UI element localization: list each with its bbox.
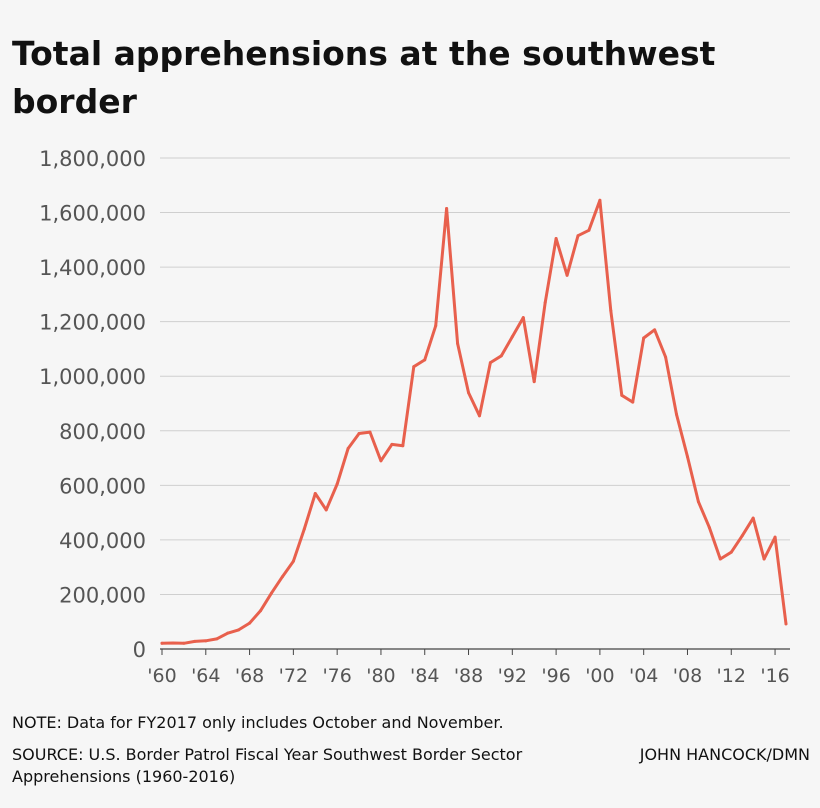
- data-point: [707, 526, 711, 530]
- y-tick-label: 1,800,000: [39, 147, 146, 171]
- data-point: [368, 430, 372, 434]
- data-point: [259, 609, 263, 613]
- data-point: [445, 206, 449, 210]
- y-tick-label: 1,000,000: [39, 365, 146, 389]
- data-point: [335, 482, 339, 486]
- data-point: [434, 324, 438, 328]
- data-point: [291, 559, 295, 563]
- chart-credit: JOHN HANCOCK/DMN: [639, 745, 810, 764]
- data-point: [532, 380, 536, 384]
- data-point: [379, 459, 383, 463]
- data-point: [477, 414, 481, 418]
- data-point: [729, 550, 733, 554]
- data-point: [521, 316, 525, 320]
- data-point: [543, 301, 547, 305]
- x-tick-label: '72: [279, 665, 308, 687]
- y-tick-label: 1,400,000: [39, 256, 146, 280]
- data-point: [554, 236, 558, 240]
- x-tick-label: '80: [366, 665, 395, 687]
- data-point: [171, 641, 175, 645]
- data-point: [718, 557, 722, 561]
- data-point: [751, 516, 755, 520]
- data-point: [598, 198, 602, 202]
- data-point: [269, 591, 273, 595]
- data-point: [653, 328, 657, 332]
- data-point: [576, 234, 580, 238]
- data-point: [160, 641, 164, 645]
- data-point: [696, 500, 700, 504]
- data-point: [215, 637, 219, 641]
- data-point: [237, 628, 241, 632]
- data-point: [762, 557, 766, 561]
- data-point: [302, 527, 306, 531]
- x-tick-label: '00: [585, 665, 614, 687]
- data-point: [510, 335, 514, 339]
- x-tick-label: '04: [629, 665, 658, 687]
- data-point: [631, 400, 635, 404]
- data-point: [248, 621, 252, 625]
- data-point: [226, 631, 230, 635]
- data-point: [620, 393, 624, 397]
- x-tick-label: '96: [541, 665, 570, 687]
- data-point: [488, 361, 492, 365]
- data-point: [456, 341, 460, 345]
- x-tick-label: '76: [322, 665, 351, 687]
- y-tick-label: 1,200,000: [39, 311, 146, 335]
- data-point: [565, 273, 569, 277]
- y-tick-label: 600,000: [59, 474, 146, 498]
- x-tick-label: '60: [147, 665, 176, 687]
- data-point: [685, 455, 689, 459]
- x-tick-label: '84: [410, 665, 439, 687]
- y-tick-label: 800,000: [59, 420, 146, 444]
- line-chart: 0 200,000 400,000 600,000 800,000 1,000,000 1,…: [39, 147, 790, 687]
- data-point: [204, 639, 208, 643]
- data-point: [642, 336, 646, 340]
- y-axis: 0 200,000 400,000 600,000 800,000 1,000,000 1,…: [39, 147, 146, 662]
- grid: [160, 157, 790, 650]
- data-point: [182, 641, 186, 645]
- data-point: [280, 575, 284, 579]
- data-point: [412, 365, 416, 369]
- x-tick-label: '64: [191, 665, 220, 687]
- y-tick-label: 1,600,000: [39, 202, 146, 226]
- x-tick-label: '08: [673, 665, 702, 687]
- x-tick-label: '88: [454, 665, 483, 687]
- data-point: [664, 355, 668, 359]
- y-tick-label: 0: [133, 638, 146, 662]
- series-layer: [160, 198, 788, 645]
- data-point: [740, 534, 744, 538]
- x-tick-label: '16: [760, 665, 789, 687]
- data-point: [390, 442, 394, 446]
- data-point: [499, 354, 503, 358]
- x-tick-label: '68: [235, 665, 264, 687]
- x-axis: '60 '64 '68 '72 '76 '80 '84 '88 '92 '96 '00 '04 '08 '…: [147, 649, 790, 687]
- chart-note: NOTE: Data for FY2017 only includes Octo…: [12, 713, 504, 732]
- data-point: [587, 228, 591, 232]
- y-tick-label: 200,000: [59, 583, 146, 607]
- y-tick-label: 400,000: [59, 529, 146, 553]
- data-point: [609, 309, 613, 313]
- data-point: [675, 412, 679, 416]
- series-line-apprehensions: [160, 198, 788, 645]
- data-point: [401, 444, 405, 448]
- data-point: [784, 622, 788, 626]
- data-point: [773, 535, 777, 539]
- chart-source: SOURCE: U.S. Border Patrol Fiscal Year S…: [12, 745, 523, 786]
- data-point: [346, 447, 350, 451]
- data-point: [324, 508, 328, 512]
- chart-title: Total apprehensions at the southwest bor…: [12, 34, 716, 121]
- x-tick-label: '12: [717, 665, 746, 687]
- data-point: [423, 358, 427, 362]
- data-point: [357, 432, 361, 436]
- x-tick-label: '92: [498, 665, 527, 687]
- data-point: [313, 492, 317, 496]
- data-point: [193, 639, 197, 643]
- data-point: [467, 391, 471, 395]
